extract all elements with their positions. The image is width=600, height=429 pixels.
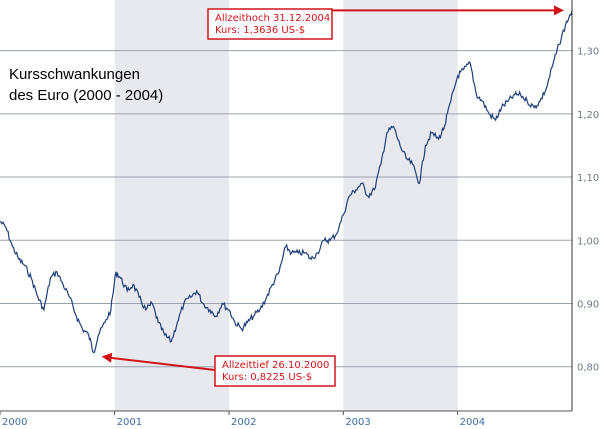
x-tick-label: 2004 bbox=[460, 417, 485, 428]
x-tick-labels: 2000 2001 2002 2003 2004 bbox=[0, 411, 485, 428]
annotation-low-arrow bbox=[107, 356, 216, 371]
shaded-year-2001 bbox=[114, 0, 229, 411]
x-tick-label: 2002 bbox=[231, 417, 256, 428]
x-tick-label: 2000 bbox=[2, 417, 27, 428]
grid-lines bbox=[0, 50, 572, 368]
annotation-high-line-2: Kurs: 1,3636 US-$ bbox=[215, 25, 305, 36]
shaded-year-2003 bbox=[343, 0, 458, 411]
y-tick-labels: 0,80 0,90 1,00 1,10 1,20 1,30 bbox=[577, 47, 599, 374]
annotations: Allzeithoch 31.12.2004 Kurs: 1,3636 US-$… bbox=[101, 5, 564, 387]
series-line bbox=[0, 10, 573, 354]
chart-title: Kursschwankungen des Euro (2000 - 2004) bbox=[9, 66, 163, 104]
annotation-low-line-2: Kurs: 0,8225 US-$ bbox=[222, 372, 312, 383]
y-tick-label: 1,10 bbox=[577, 173, 599, 184]
y-tick-label: 1,00 bbox=[577, 236, 599, 247]
annotation-low-line-1: Allzeittief 26.10.2000 bbox=[222, 360, 329, 371]
annotation-low-box bbox=[214, 355, 336, 387]
axes bbox=[0, 0, 573, 412]
title-line-2: des Euro (2000 - 2004) bbox=[9, 87, 163, 104]
x-tick-label: 2003 bbox=[345, 417, 370, 428]
annotation-low-arrowhead bbox=[101, 352, 113, 363]
shaded-bands bbox=[114, 0, 458, 411]
annotation-high-arrowhead bbox=[554, 5, 564, 16]
y-tick-label: 0,90 bbox=[577, 300, 599, 311]
annotation-high-line-1: Allzeithoch 31.12.2004 bbox=[215, 13, 330, 24]
y-tick-label: 1,30 bbox=[577, 47, 599, 58]
y-tick-label: 1,20 bbox=[577, 110, 599, 121]
x-tick-label: 2001 bbox=[117, 417, 142, 428]
annotation-high-box bbox=[207, 8, 333, 40]
y-tick-label: 0,80 bbox=[577, 363, 599, 374]
title-line-1: Kursschwankungen bbox=[9, 66, 140, 83]
